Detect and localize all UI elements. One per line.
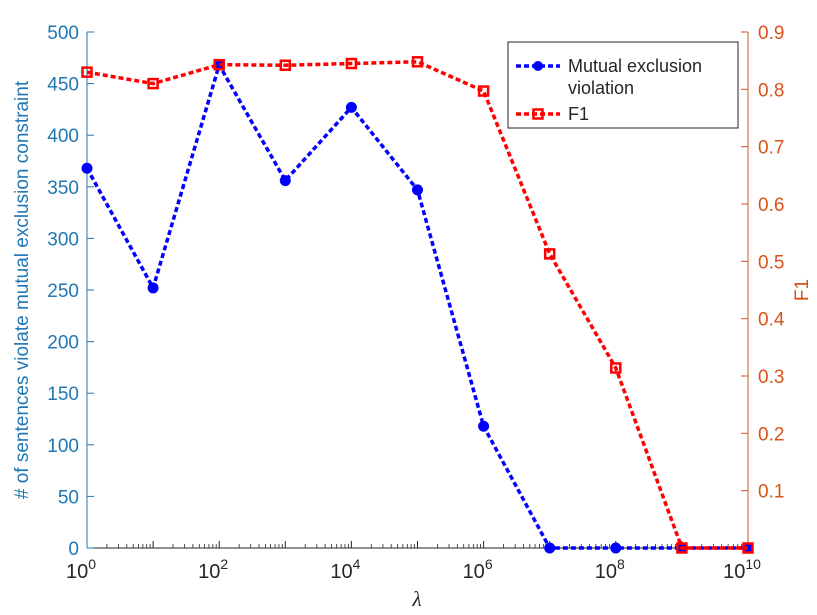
data-point-f1 bbox=[477, 85, 490, 97]
x-tick-label: 106 bbox=[463, 556, 493, 583]
data-point-violation bbox=[345, 101, 357, 113]
right-tick-label: 0.7 bbox=[758, 138, 784, 159]
data-point-violation bbox=[279, 175, 291, 187]
data-point-f1 bbox=[213, 58, 225, 71]
x-axis: 100 102 104 106 108 1010 bbox=[66, 541, 761, 583]
data-point-violation bbox=[544, 542, 556, 554]
left-tick-label: 250 bbox=[47, 281, 79, 302]
legend-label: F1 bbox=[568, 104, 589, 124]
right-tick-label: 0.4 bbox=[758, 310, 785, 331]
data-point-f1 bbox=[81, 66, 93, 78]
left-tick-label: 400 bbox=[47, 126, 79, 147]
x-axis-label: λ bbox=[411, 587, 421, 611]
data-point-f1 bbox=[147, 77, 159, 90]
right-tick-label: 0.3 bbox=[758, 367, 784, 388]
legend-marker-circle bbox=[533, 61, 543, 71]
data-point-f1 bbox=[610, 362, 622, 374]
data-point-violation bbox=[412, 184, 423, 196]
data-point-f1 bbox=[742, 542, 754, 554]
x-tick-label: 102 bbox=[198, 556, 228, 583]
data-point-f1 bbox=[411, 56, 424, 68]
right-tick-label: 0.8 bbox=[758, 80, 784, 101]
left-y-axis-label: # of sentences violate mutual exclusion … bbox=[12, 80, 33, 499]
legend-marker-square bbox=[532, 108, 544, 120]
data-point-violation bbox=[147, 282, 159, 294]
series-line-f1 bbox=[86, 60, 748, 550]
legend-box bbox=[507, 41, 739, 129]
right-tick-label: 0.6 bbox=[758, 195, 784, 216]
data-point-violation bbox=[478, 420, 490, 432]
left-tick-label: 100 bbox=[47, 436, 79, 457]
left-tick-label: 500 bbox=[47, 23, 79, 44]
data-point-f1 bbox=[279, 59, 292, 72]
data-point-f1 bbox=[676, 542, 688, 554]
right-tick-label: 0.2 bbox=[758, 424, 784, 445]
left-tick-label: 200 bbox=[47, 333, 79, 354]
left-tick-label: 450 bbox=[47, 75, 79, 96]
right-tick-label: 0.5 bbox=[758, 252, 784, 273]
left-tick-label: 50 bbox=[58, 487, 79, 508]
x-tick-label: 104 bbox=[330, 556, 360, 583]
data-point-f1 bbox=[543, 248, 556, 260]
left-tick-label: 0 bbox=[68, 539, 79, 560]
x-tick-label: 100 bbox=[66, 556, 96, 583]
x-tick-label: 1010 bbox=[723, 556, 761, 583]
left-y-axis: 0 50 100 150 200 250 300 350 400 450 500 bbox=[47, 23, 94, 560]
right-y-axis: 0.1 0.2 0.3 0.4 0.5 0.6 0.7 0.8 0.9 bbox=[741, 23, 785, 548]
data-point-f1 bbox=[345, 57, 358, 70]
x-tick-label: 108 bbox=[595, 556, 625, 583]
left-tick-label: 300 bbox=[47, 229, 79, 250]
legend-label: violation bbox=[568, 78, 634, 98]
left-tick-label: 350 bbox=[47, 178, 79, 199]
right-y-axis-label: F1 bbox=[792, 279, 813, 301]
legend-label: Mutual exclusion bbox=[568, 56, 702, 76]
left-tick-label: 150 bbox=[47, 384, 79, 405]
right-tick-label: 0.1 bbox=[758, 482, 784, 503]
data-point-violation bbox=[81, 162, 93, 174]
right-tick-label: 0.9 bbox=[758, 23, 784, 44]
data-point-violation bbox=[610, 542, 622, 554]
series-layer bbox=[81, 56, 754, 554]
